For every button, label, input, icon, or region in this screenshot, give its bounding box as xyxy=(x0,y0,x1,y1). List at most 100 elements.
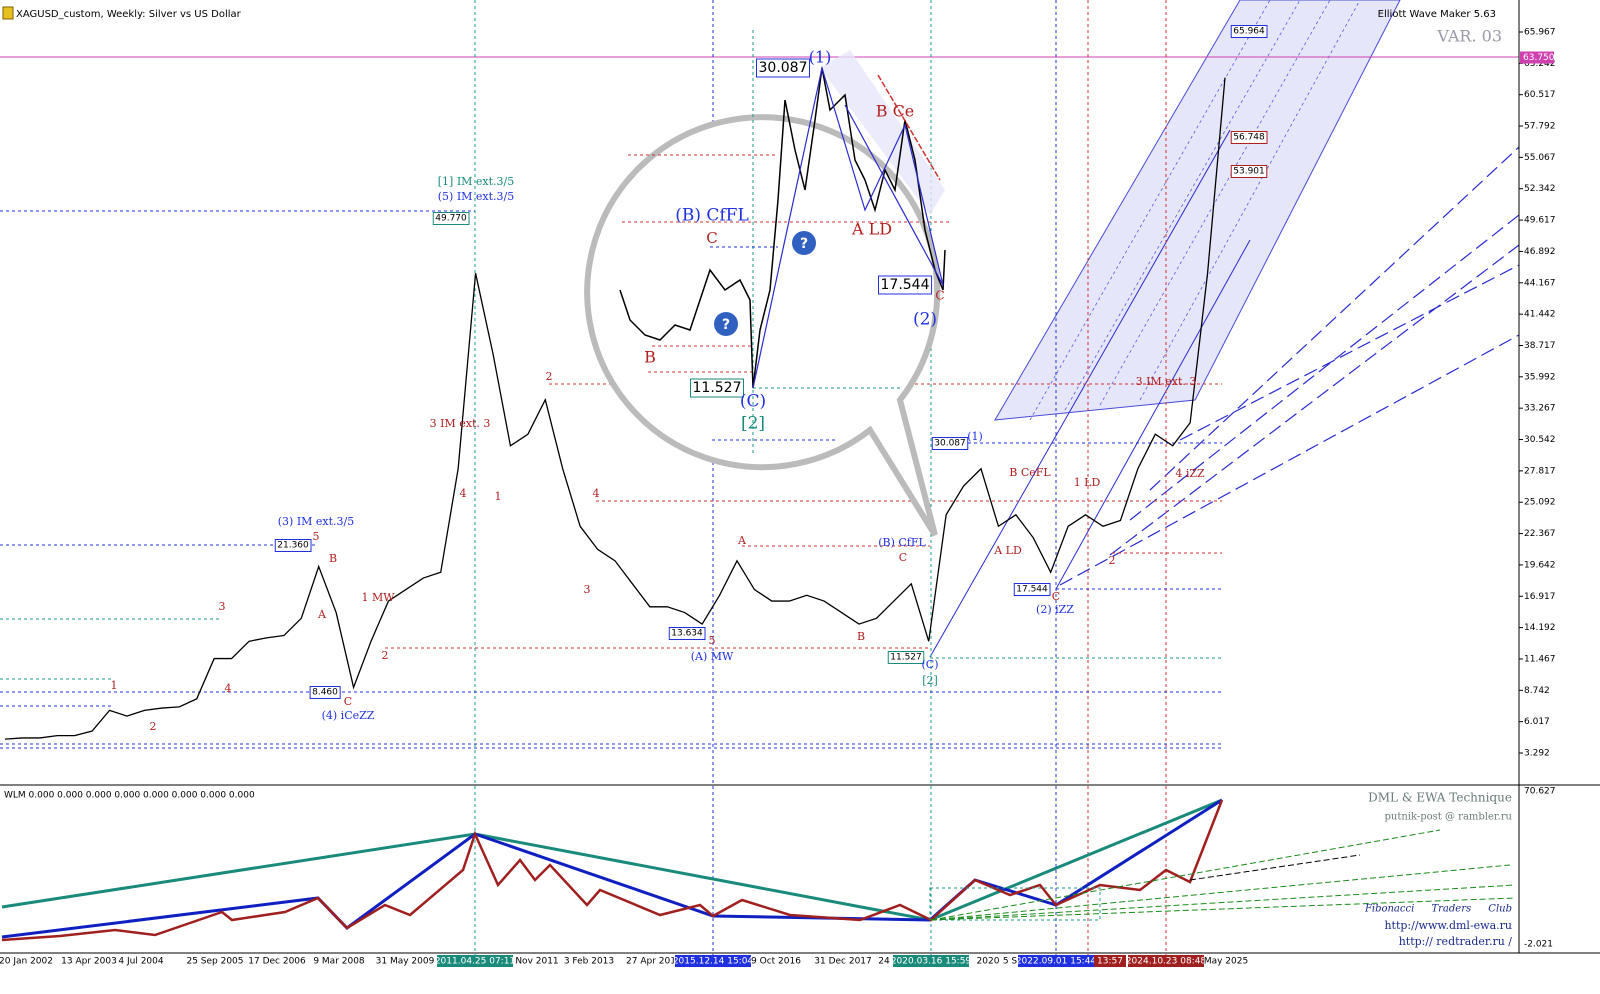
price-label: 17.544 xyxy=(881,277,930,293)
y-tick-label: 6.017 xyxy=(1524,717,1550,727)
fib-channel xyxy=(994,0,1401,421)
wave-label: (1) xyxy=(809,48,832,67)
site: http://www.dml-ewa.ru xyxy=(1384,919,1512,932)
time-highlight xyxy=(1094,955,1126,967)
wave-label: [2] xyxy=(741,414,765,434)
price-label-box xyxy=(1230,25,1268,38)
y-tick-label: 27.817 xyxy=(1524,466,1556,476)
wave-label: C xyxy=(1052,590,1060,603)
wave-label: (B) CfFL xyxy=(675,206,749,226)
x-tick-label: 24 xyxy=(878,957,890,967)
wave-label: 2 xyxy=(546,370,553,383)
tool-name: Elliott Wave Maker 5.63 xyxy=(1378,9,1496,20)
y-tick-label: 14.192 xyxy=(1524,623,1556,633)
wave-label: B xyxy=(329,552,337,565)
site: http:// redtrader.ru / xyxy=(1399,935,1513,948)
wave-label: A LD xyxy=(851,220,892,239)
indicator-fans xyxy=(930,829,1516,921)
y-tick-label: 55.067 xyxy=(1524,153,1556,163)
x-tick-label: 2011.04.25 07:11 xyxy=(435,957,515,967)
price-label: 11.527 xyxy=(890,653,922,663)
variant: VAR. 03 xyxy=(1436,27,1502,46)
zoom-waves xyxy=(752,65,944,389)
wave-label: (2) xyxy=(913,310,937,330)
y-tick-label: 16.917 xyxy=(1524,592,1556,602)
wave-label: 3 xyxy=(219,600,226,613)
help-icon xyxy=(792,231,816,255)
wave-label: C xyxy=(344,695,352,708)
y-tick-label: 44.167 xyxy=(1524,278,1556,288)
price-label: 13.634 xyxy=(671,629,703,639)
time-highlight xyxy=(893,955,969,967)
price-label-box xyxy=(1230,131,1268,144)
y-tick-label: 3.292 xyxy=(1524,749,1550,759)
x-tick-label: 2015.12.14 15:04 xyxy=(673,957,754,967)
price-label: 30.087 xyxy=(759,60,808,76)
wave-label: 5 xyxy=(709,634,716,647)
zoom-bubble xyxy=(584,114,941,537)
time-highlight xyxy=(1018,955,1094,967)
wave-label: 4 xyxy=(225,682,232,695)
wave-label: (5) IM ext.3/5 xyxy=(438,190,515,203)
time-highlight xyxy=(1128,955,1204,967)
x-tick-label: Nov 2011 xyxy=(515,957,558,967)
price-label-box xyxy=(1013,583,1051,596)
indicator-title: WLM 0.000 0.000 0.000 0.000 0.000 0.000 … xyxy=(4,791,255,801)
indicator-box xyxy=(929,887,1101,921)
y-tick-label: 11.467 xyxy=(1524,654,1556,664)
indicator-axis-label: 70.627 xyxy=(1524,787,1556,797)
y-tick-label: 38.717 xyxy=(1524,341,1556,351)
wave-label: 3 IM ext. 3 xyxy=(430,417,491,430)
x-tick-label: 2020 xyxy=(977,957,1000,967)
wave-label: 2 xyxy=(150,720,157,733)
wave-label: 4 xyxy=(593,487,600,500)
y-tick-label: 22.367 xyxy=(1524,529,1556,539)
price-label-box xyxy=(878,275,933,295)
wave-label: A xyxy=(737,534,747,547)
wave-label: B xyxy=(644,348,656,367)
wave-label: 4 xyxy=(460,487,467,500)
x-tick-label: 3 Feb 2013 xyxy=(564,957,614,967)
y-tick-label: 25.092 xyxy=(1524,498,1556,508)
help-icon-glyph: ? xyxy=(800,236,808,252)
wave-label: (4) iCeZZ xyxy=(322,709,375,722)
zoom-price xyxy=(619,67,946,389)
wave-label: 4 iZZ xyxy=(1175,467,1205,480)
price-label-box xyxy=(931,437,969,450)
x-tick-label: 17 Dec 2006 xyxy=(248,957,306,967)
fan-lines xyxy=(1059,146,1520,586)
wave-label: (B) CfFL xyxy=(878,536,926,549)
price-label: 49.770 xyxy=(435,214,467,224)
wave-label: (2) iZZ xyxy=(1036,603,1074,616)
price-label-box xyxy=(432,212,470,225)
wave-label: B CeFL xyxy=(1009,466,1051,479)
x-tick-label: 25 Sep 2005 xyxy=(186,957,243,967)
x-tick-label: 2020.03.16 15:59 xyxy=(891,957,972,967)
club: Fibonacci Traders Club xyxy=(1364,904,1512,915)
price-label: 11.527 xyxy=(693,380,742,396)
wave-label: [1] IM ext.3/5 xyxy=(438,175,515,188)
y-tick-label: 65.967 xyxy=(1524,28,1556,38)
y-tick-label: 57.792 xyxy=(1524,122,1556,132)
wave-label: 1 xyxy=(495,490,502,503)
wave-label: C xyxy=(899,551,907,564)
y-tick-label: 30.542 xyxy=(1524,435,1556,445)
help-icon-glyph: ? xyxy=(722,317,730,333)
wave-label: (1) xyxy=(967,430,983,443)
wlm-red xyxy=(1,799,1224,942)
price-tag xyxy=(1520,51,1554,64)
price-label: 17.544 xyxy=(1016,585,1048,595)
x-tick-label: 27 Apr 201 xyxy=(626,957,676,967)
wave-label: [2] xyxy=(922,674,938,687)
wave-label: 1 MW xyxy=(361,591,395,604)
price-label-box xyxy=(1230,165,1268,178)
price-series xyxy=(4,77,1226,740)
price-label-box xyxy=(756,58,810,78)
x-tick-label: 9 Oct 2016 xyxy=(751,957,801,967)
x-tick-label: 13 Apr 2003 xyxy=(61,957,117,967)
symbol-icon xyxy=(2,6,14,20)
wave-label: B xyxy=(857,630,865,643)
x-tick-label: 2022.09.01 15:44 xyxy=(1016,957,1097,967)
